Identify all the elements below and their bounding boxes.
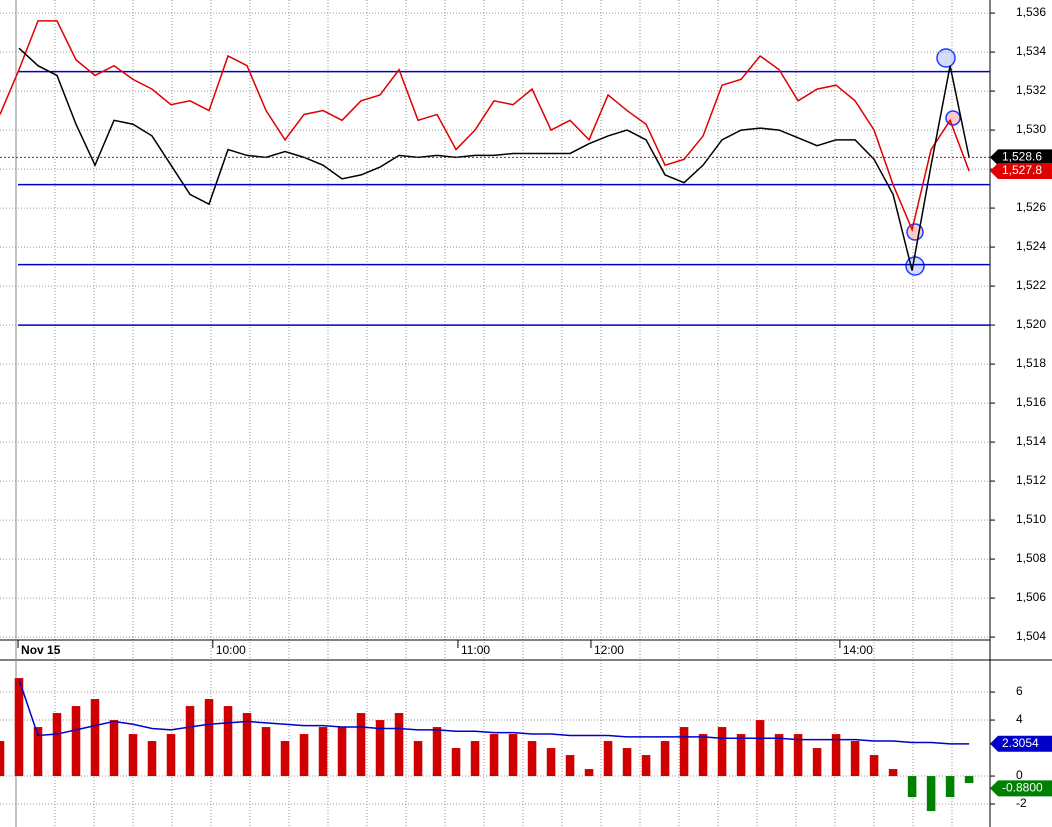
- histogram-bar: [52, 713, 62, 777]
- histogram-bar: [413, 741, 423, 777]
- histogram-bar: [375, 720, 385, 777]
- histogram-bar: [717, 727, 727, 777]
- histogram-bar: [147, 741, 157, 777]
- x-tick-label: 11:00: [461, 643, 490, 657]
- histogram-bar: [33, 727, 43, 777]
- y-tick-label: 1,514: [1016, 434, 1046, 448]
- histogram-bar: [565, 755, 575, 777]
- histogram-bar: [166, 734, 176, 777]
- price-label: 1,528.6: [1002, 150, 1042, 164]
- x-tick-label: Nov 15: [21, 643, 61, 657]
- y-tick-label: 1,532: [1016, 83, 1046, 97]
- price-label-box: [990, 163, 1052, 180]
- histogram-bar: [242, 713, 252, 777]
- histogram-bar: [299, 734, 309, 777]
- histogram-bar: [356, 713, 366, 777]
- histogram-bar: [584, 769, 594, 777]
- histogram-bar: [869, 755, 879, 777]
- x-tick-label: 14:00: [843, 643, 873, 657]
- y-tick-label: 1,504: [1016, 629, 1046, 643]
- histogram-bar: [964, 776, 974, 784]
- histogram-bar: [755, 720, 765, 777]
- histogram-bar: [850, 741, 860, 777]
- y-tick-label: 1,522: [1016, 278, 1046, 292]
- y-tick-label: 1,520: [1016, 317, 1046, 331]
- histogram-bar: [888, 769, 898, 777]
- y-tick-label: 4: [1016, 712, 1023, 726]
- histogram-bar: [812, 748, 822, 777]
- y-tick-label: 1,512: [1016, 473, 1046, 487]
- histogram-bar: [261, 727, 271, 777]
- histogram-bar: [774, 734, 784, 777]
- y-tick-label: 1,508: [1016, 551, 1046, 565]
- histogram-bar: [698, 734, 708, 777]
- histogram-bar: [185, 706, 195, 777]
- y-tick-label: 1,524: [1016, 239, 1046, 253]
- y-tick-label: 1,518: [1016, 356, 1046, 370]
- histogram-bar: [470, 741, 480, 777]
- y-tick-label: 1,526: [1016, 200, 1046, 214]
- average-line: [18, 679, 970, 745]
- histogram-bar: [736, 734, 746, 777]
- histogram-bar: [280, 741, 290, 777]
- histogram-bar: [831, 734, 841, 777]
- y-tick-label: 1,510: [1016, 512, 1046, 526]
- histogram-bar: [223, 706, 233, 777]
- price-label: 1,527.8: [1002, 163, 1042, 177]
- price-label: -0.8800: [1002, 781, 1043, 795]
- histogram-bar: [432, 727, 442, 777]
- price-line: [18, 47, 970, 271]
- histogram-bar: [109, 720, 119, 777]
- histogram-bar: [603, 741, 613, 777]
- x-tick-label: 12:00: [594, 643, 624, 657]
- histogram-bar: [660, 741, 670, 777]
- histogram-bar: [90, 699, 100, 777]
- histogram-bar: [71, 706, 81, 777]
- y-tick-label: -2: [1016, 796, 1027, 810]
- y-tick-label: 1,530: [1016, 122, 1046, 136]
- y-tick-label: 0: [1016, 768, 1023, 782]
- y-tick-label: 1,516: [1016, 395, 1046, 409]
- y-tick-label: 1,536: [1016, 5, 1046, 19]
- price-label: 2.3054: [1002, 736, 1039, 750]
- price-label-box: [990, 735, 1052, 752]
- histogram-bar: [0, 741, 5, 777]
- y-tick-label: 1,506: [1016, 590, 1046, 604]
- histogram-bar: [128, 734, 138, 777]
- histogram-bar: [641, 755, 651, 777]
- histogram-bar: [318, 727, 328, 777]
- histogram-bar: [527, 741, 537, 777]
- y-tick-label: 6: [1016, 684, 1023, 698]
- signal-circle: [936, 48, 956, 68]
- price-label-box: [990, 149, 1052, 166]
- histogram-bar: [394, 713, 404, 777]
- histogram-bar: [204, 699, 214, 777]
- x-tick-label: 10:00: [216, 643, 246, 657]
- histogram-bar: [945, 776, 955, 798]
- histogram-bar: [489, 734, 499, 777]
- histogram-bar: [622, 748, 632, 777]
- histogram-bar: [508, 734, 518, 777]
- y-tick-label: 1,534: [1016, 44, 1046, 58]
- histogram-bar: [907, 776, 917, 798]
- histogram-bar: [14, 678, 24, 777]
- histogram-bar: [337, 727, 347, 777]
- price-label-box: [990, 780, 1052, 797]
- histogram-bar: [793, 734, 803, 777]
- price-line: [0, 20, 970, 232]
- histogram-bar: [546, 748, 556, 777]
- histogram-bar: [451, 748, 461, 777]
- histogram-bar: [926, 776, 936, 812]
- histogram-bar: [679, 727, 689, 777]
